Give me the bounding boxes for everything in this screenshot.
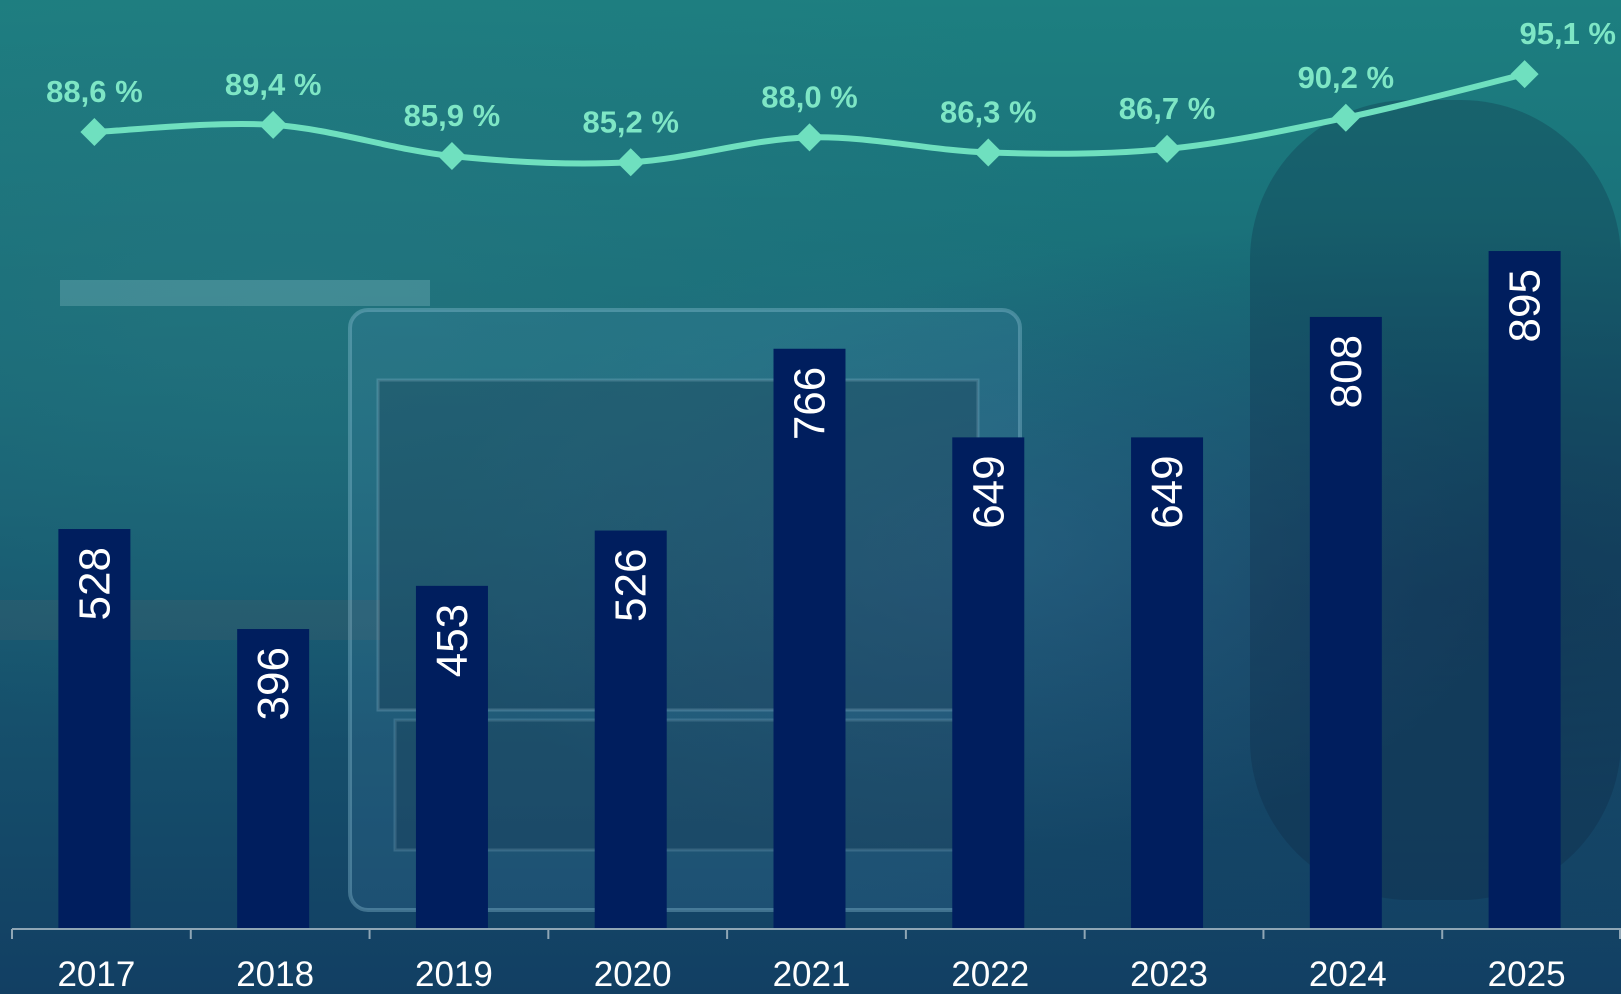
bar-value-label-2019: 453 bbox=[428, 604, 477, 677]
line-marker-2025 bbox=[1510, 60, 1539, 89]
line-marker-2021 bbox=[795, 123, 824, 152]
bar-value-label-2020: 526 bbox=[607, 549, 656, 622]
x-label-2020: 2020 bbox=[594, 955, 672, 994]
bar-2022 bbox=[952, 437, 1025, 929]
bar-value-label-2024: 808 bbox=[1322, 335, 1371, 408]
bar-value-label-2017: 528 bbox=[70, 547, 119, 620]
bar-series bbox=[58, 251, 1561, 930]
x-label-2018: 2018 bbox=[236, 955, 314, 994]
bar-value-label-2023: 649 bbox=[1143, 455, 1192, 528]
bar-2018 bbox=[237, 629, 310, 929]
bar-value-label-2021: 766 bbox=[786, 367, 835, 440]
percentage-markers bbox=[80, 60, 1539, 177]
line-label-2018: 89,4 % bbox=[225, 67, 322, 102]
line-marker-2022 bbox=[974, 138, 1003, 167]
line-label-2019: 85,9 % bbox=[404, 98, 501, 133]
line-marker-2017 bbox=[80, 118, 109, 146]
x-label-2022: 2022 bbox=[951, 955, 1029, 994]
bar-2019 bbox=[415, 585, 488, 929]
bar-value-label-2022: 649 bbox=[964, 455, 1013, 528]
line-marker-2024 bbox=[1331, 103, 1360, 132]
bar-2021 bbox=[773, 348, 846, 929]
line-marker-2023 bbox=[1153, 134, 1182, 163]
x-label-2025: 2025 bbox=[1488, 955, 1566, 994]
bar-value-label-2018: 396 bbox=[249, 647, 298, 720]
x-label-2024: 2024 bbox=[1309, 955, 1387, 994]
bar-2024 bbox=[1309, 316, 1382, 929]
bar-value-labels: 528 396 453 526 766 649 649 808 895 bbox=[70, 269, 1549, 720]
line-label-2017: 88,6 % bbox=[46, 74, 143, 109]
line-label-2022: 86,3 % bbox=[940, 94, 1037, 129]
bar-2023 bbox=[1131, 437, 1204, 929]
x-axis-ticks bbox=[11, 929, 1621, 939]
line-label-2020: 85,2 % bbox=[582, 104, 679, 139]
line-label-2025: 95,1 % bbox=[1519, 16, 1616, 51]
bar-value-label-2025: 895 bbox=[1501, 269, 1550, 342]
bar-2017 bbox=[58, 529, 131, 929]
x-label-2019: 2019 bbox=[415, 955, 493, 994]
line-marker-2020 bbox=[616, 148, 645, 177]
bar-2025 bbox=[1488, 251, 1561, 930]
line-label-2021: 88,0 % bbox=[761, 79, 858, 114]
line-marker-2019 bbox=[437, 142, 466, 171]
line-label-2023: 86,7 % bbox=[1119, 91, 1216, 126]
x-label-2021: 2021 bbox=[773, 955, 851, 994]
x-label-2017: 2017 bbox=[57, 955, 135, 994]
bar-2020 bbox=[594, 530, 667, 929]
x-label-2023: 2023 bbox=[1130, 955, 1208, 994]
line-label-2024: 90,2 % bbox=[1298, 60, 1395, 95]
line-marker-2018 bbox=[259, 110, 288, 139]
percentage-labels: 88,6 % 89,4 % 85,9 % 85,2 % 88,0 % 86,3 % 86,7… bbox=[46, 16, 1616, 139]
x-axis-labels: 2017 2018 2019 2020 2021 2022 2023 2024 2025 bbox=[57, 955, 1565, 994]
